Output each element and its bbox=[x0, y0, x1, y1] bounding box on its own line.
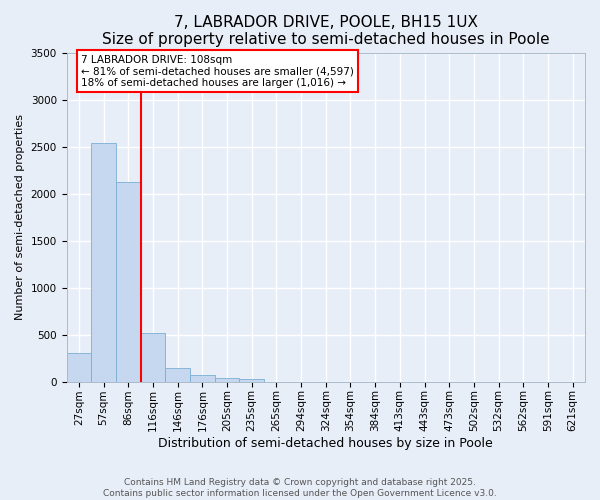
Title: 7, LABRADOR DRIVE, POOLE, BH15 1UX
Size of property relative to semi-detached ho: 7, LABRADOR DRIVE, POOLE, BH15 1UX Size … bbox=[102, 15, 550, 48]
Bar bbox=[190, 375, 215, 382]
Bar bbox=[165, 368, 190, 382]
Bar bbox=[67, 352, 91, 382]
Bar bbox=[215, 378, 239, 382]
Y-axis label: Number of semi-detached properties: Number of semi-detached properties bbox=[15, 114, 25, 320]
Text: 7 LABRADOR DRIVE: 108sqm
← 81% of semi-detached houses are smaller (4,597)
18% o: 7 LABRADOR DRIVE: 108sqm ← 81% of semi-d… bbox=[82, 54, 354, 88]
Bar bbox=[140, 333, 165, 382]
Bar bbox=[239, 379, 264, 382]
Text: Contains HM Land Registry data © Crown copyright and database right 2025.
Contai: Contains HM Land Registry data © Crown c… bbox=[103, 478, 497, 498]
Bar bbox=[91, 143, 116, 382]
Bar bbox=[116, 182, 140, 382]
X-axis label: Distribution of semi-detached houses by size in Poole: Distribution of semi-detached houses by … bbox=[158, 437, 493, 450]
